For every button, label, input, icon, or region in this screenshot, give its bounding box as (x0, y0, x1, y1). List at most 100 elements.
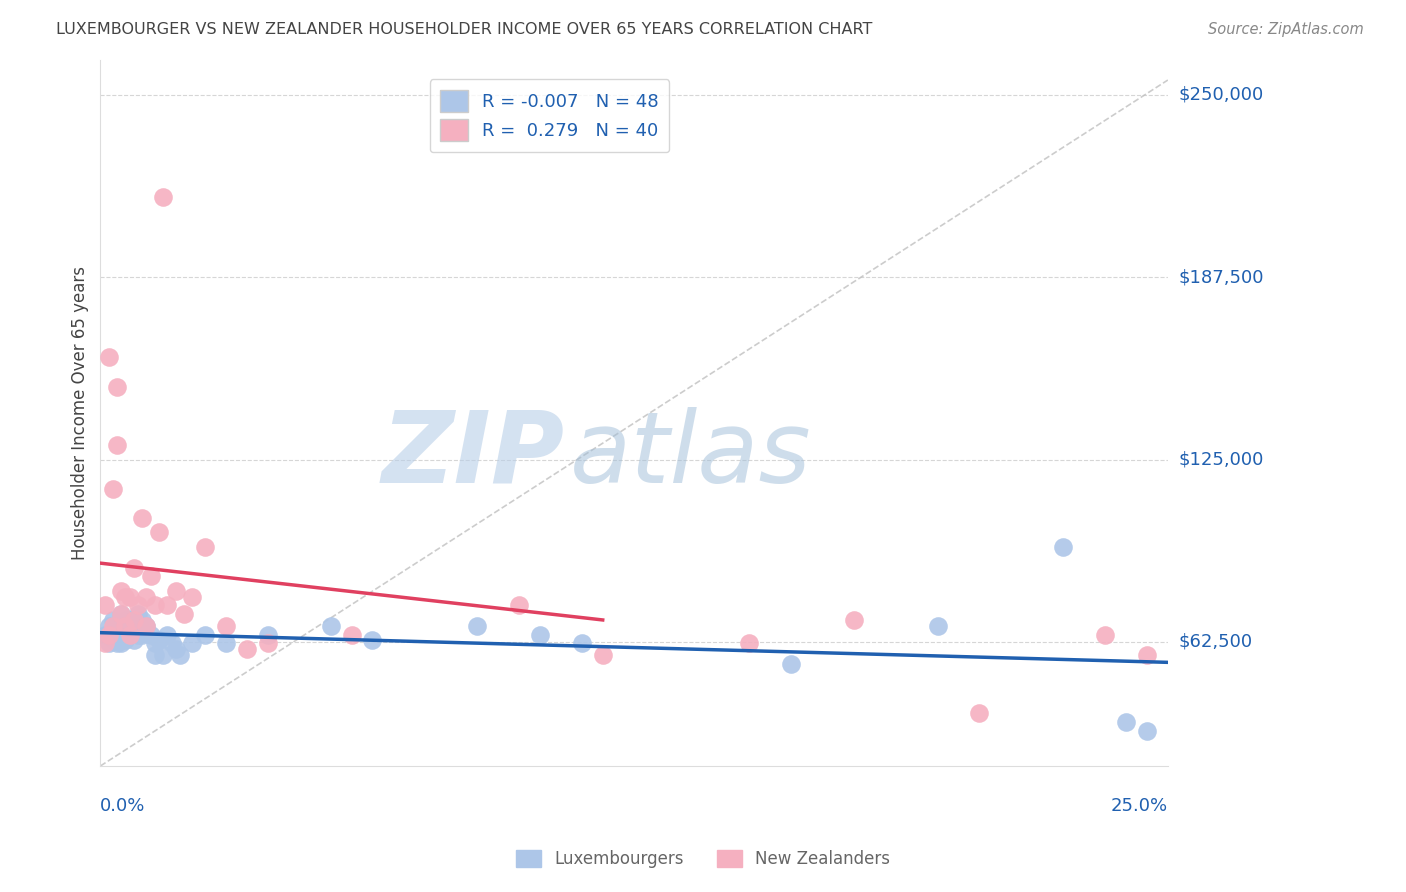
Point (97, 636, 120, 650)
Point (131, 613, 153, 627)
Point (780, 657, 803, 671)
Point (139, 627, 162, 641)
Point (105, 438, 128, 452)
Point (110, 583, 132, 598)
Point (969, 706, 991, 721)
Legend: Luxembourgers, New Zealanders: Luxembourgers, New Zealanders (509, 843, 897, 875)
Point (93, 627, 115, 641)
Point (165, 642, 187, 657)
Point (101, 633, 124, 648)
Point (131, 627, 153, 641)
Point (571, 636, 593, 650)
Point (1094, 627, 1116, 641)
Point (194, 540, 217, 554)
Point (114, 619, 136, 633)
Point (101, 619, 124, 633)
Point (118, 627, 141, 641)
Point (148, 633, 170, 648)
Point (135, 619, 157, 633)
Point (127, 607, 149, 622)
Point (105, 379, 128, 393)
Point (122, 633, 145, 648)
Point (110, 607, 132, 622)
Point (181, 636, 204, 650)
Text: $125,000: $125,000 (1180, 450, 1264, 468)
Point (156, 599, 179, 613)
Point (156, 627, 179, 641)
Point (105, 636, 128, 650)
Text: $187,500: $187,500 (1180, 268, 1264, 286)
Point (152, 648, 174, 662)
Point (127, 627, 149, 641)
Point (215, 619, 238, 633)
Point (1136, 723, 1159, 738)
Point (93, 636, 115, 650)
Point (340, 627, 363, 641)
Point (169, 648, 191, 662)
Point (122, 619, 145, 633)
Point (110, 636, 132, 650)
Point (110, 619, 132, 633)
Point (1115, 715, 1137, 730)
Point (181, 590, 204, 604)
Text: ZIP: ZIP (381, 407, 565, 504)
Legend: R = -0.007   N = 48, R =  0.279   N = 40: R = -0.007 N = 48, R = 0.279 N = 40 (430, 79, 669, 153)
Text: $250,000: $250,000 (1180, 86, 1264, 103)
Point (139, 569, 162, 583)
Point (160, 636, 183, 650)
Point (215, 636, 238, 650)
Point (236, 642, 259, 657)
Point (110, 607, 132, 622)
Point (114, 590, 136, 604)
Point (465, 619, 488, 633)
Point (101, 627, 124, 641)
Point (1052, 540, 1074, 554)
Point (93, 599, 115, 613)
Point (118, 590, 141, 604)
Point (118, 613, 141, 627)
Point (122, 560, 145, 574)
Y-axis label: Householder Income Over 65 years: Householder Income Over 65 years (72, 266, 89, 560)
Point (738, 636, 761, 650)
Point (256, 627, 278, 641)
Point (105, 619, 128, 633)
Point (194, 627, 217, 641)
Point (152, 190, 174, 204)
Point (256, 636, 278, 650)
Point (122, 613, 145, 627)
Point (173, 607, 195, 622)
Point (1136, 648, 1159, 662)
Point (148, 525, 170, 540)
Point (97, 351, 120, 365)
Text: LUXEMBOURGER VS NEW ZEALANDER HOUSEHOLDER INCOME OVER 65 YEARS CORRELATION CHART: LUXEMBOURGER VS NEW ZEALANDER HOUSEHOLDE… (56, 22, 873, 37)
Point (529, 627, 551, 641)
Point (135, 590, 157, 604)
Text: atlas: atlas (569, 407, 811, 504)
Point (105, 627, 128, 641)
Point (118, 627, 141, 641)
Text: Source: ZipAtlas.com: Source: ZipAtlas.com (1208, 22, 1364, 37)
Point (110, 627, 132, 641)
Point (592, 648, 614, 662)
Point (319, 619, 342, 633)
Text: 0.0%: 0.0% (100, 797, 146, 814)
Point (165, 583, 187, 598)
Point (927, 619, 949, 633)
Point (143, 599, 166, 613)
Point (97, 619, 120, 633)
Text: 25.0%: 25.0% (1111, 797, 1168, 814)
Point (842, 613, 865, 627)
Point (135, 619, 157, 633)
Point (97, 627, 120, 641)
Point (131, 511, 153, 525)
Point (114, 613, 136, 627)
Point (127, 599, 149, 613)
Point (101, 482, 124, 496)
Point (361, 633, 384, 648)
Point (508, 599, 530, 613)
Point (143, 648, 166, 662)
Point (143, 636, 166, 650)
Point (114, 633, 136, 648)
Text: $62,500: $62,500 (1180, 633, 1253, 651)
Point (101, 613, 124, 627)
